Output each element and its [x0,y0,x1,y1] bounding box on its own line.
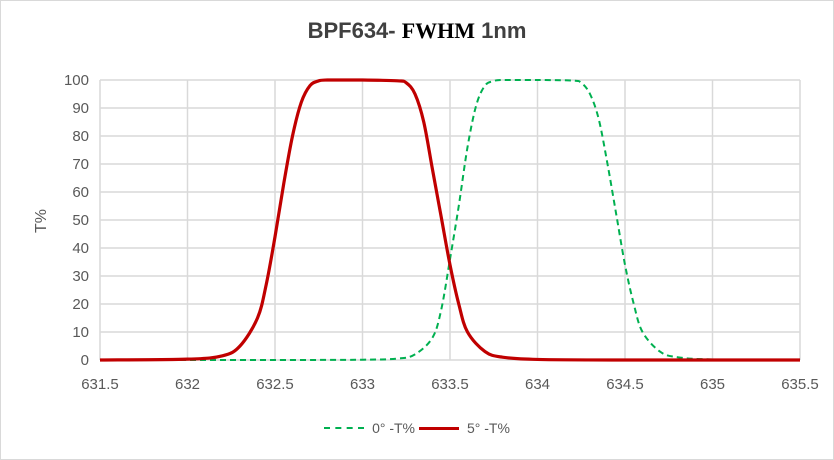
y-tick-label: 90 [72,100,89,117]
y-tick-label: 30 [72,268,89,285]
y-tick-label: 80 [72,128,89,145]
x-tick-label: 632.5 [256,376,294,393]
chart-legend: 0° -T% 5° -T% [0,420,834,436]
data-series [99,78,801,362]
x-tick-label: 633.5 [431,376,469,393]
y-axis-ticks: 0 10 20 30 40 50 60 70 80 90 100 [64,72,89,369]
legend-label-5deg: 5° -T% [467,420,510,436]
legend-label-0deg: 0° -T% [372,420,415,436]
chart-title: BPF634- FWHM 1nm [0,18,834,44]
legend-item-5deg[interactable]: 5° -T% [419,420,510,436]
y-tick-label: 10 [72,324,89,341]
y-tick-label: 50 [72,212,89,229]
x-tick-label: 633 [350,376,375,393]
x-tick-label: 635.5 [781,376,819,393]
series-5deg-line [99,78,800,362]
title-part-2: FWHM [401,18,476,43]
x-tick-label: 635 [700,376,725,393]
y-tick-label: 0 [81,352,89,369]
legend-item-0deg[interactable]: 0° -T% [324,420,415,436]
gridlines [99,79,801,361]
title-part-1: BPF634- [307,18,402,43]
y-axis-label: T% [33,209,50,233]
y-tick-label: 40 [72,240,89,257]
x-tick-label: 634.5 [606,376,644,393]
y-tick-label: 20 [72,296,89,313]
legend-swatch-solid-red [419,426,459,430]
legend-swatch-dashed-green [324,427,365,429]
x-tick-label: 632 [175,376,200,393]
y-tick-label: 60 [72,184,89,201]
x-axis-ticks: 631.5 632 632.5 633 633.5 634 634.5 635 635.5 [81,376,819,393]
title-part-3: 1nm [475,18,527,43]
series-0deg-line [100,79,801,362]
y-tick-label: 100 [64,72,89,89]
y-tick-label: 70 [72,156,89,173]
x-tick-label: 631.5 [81,376,119,393]
x-tick-label: 634 [525,376,550,393]
